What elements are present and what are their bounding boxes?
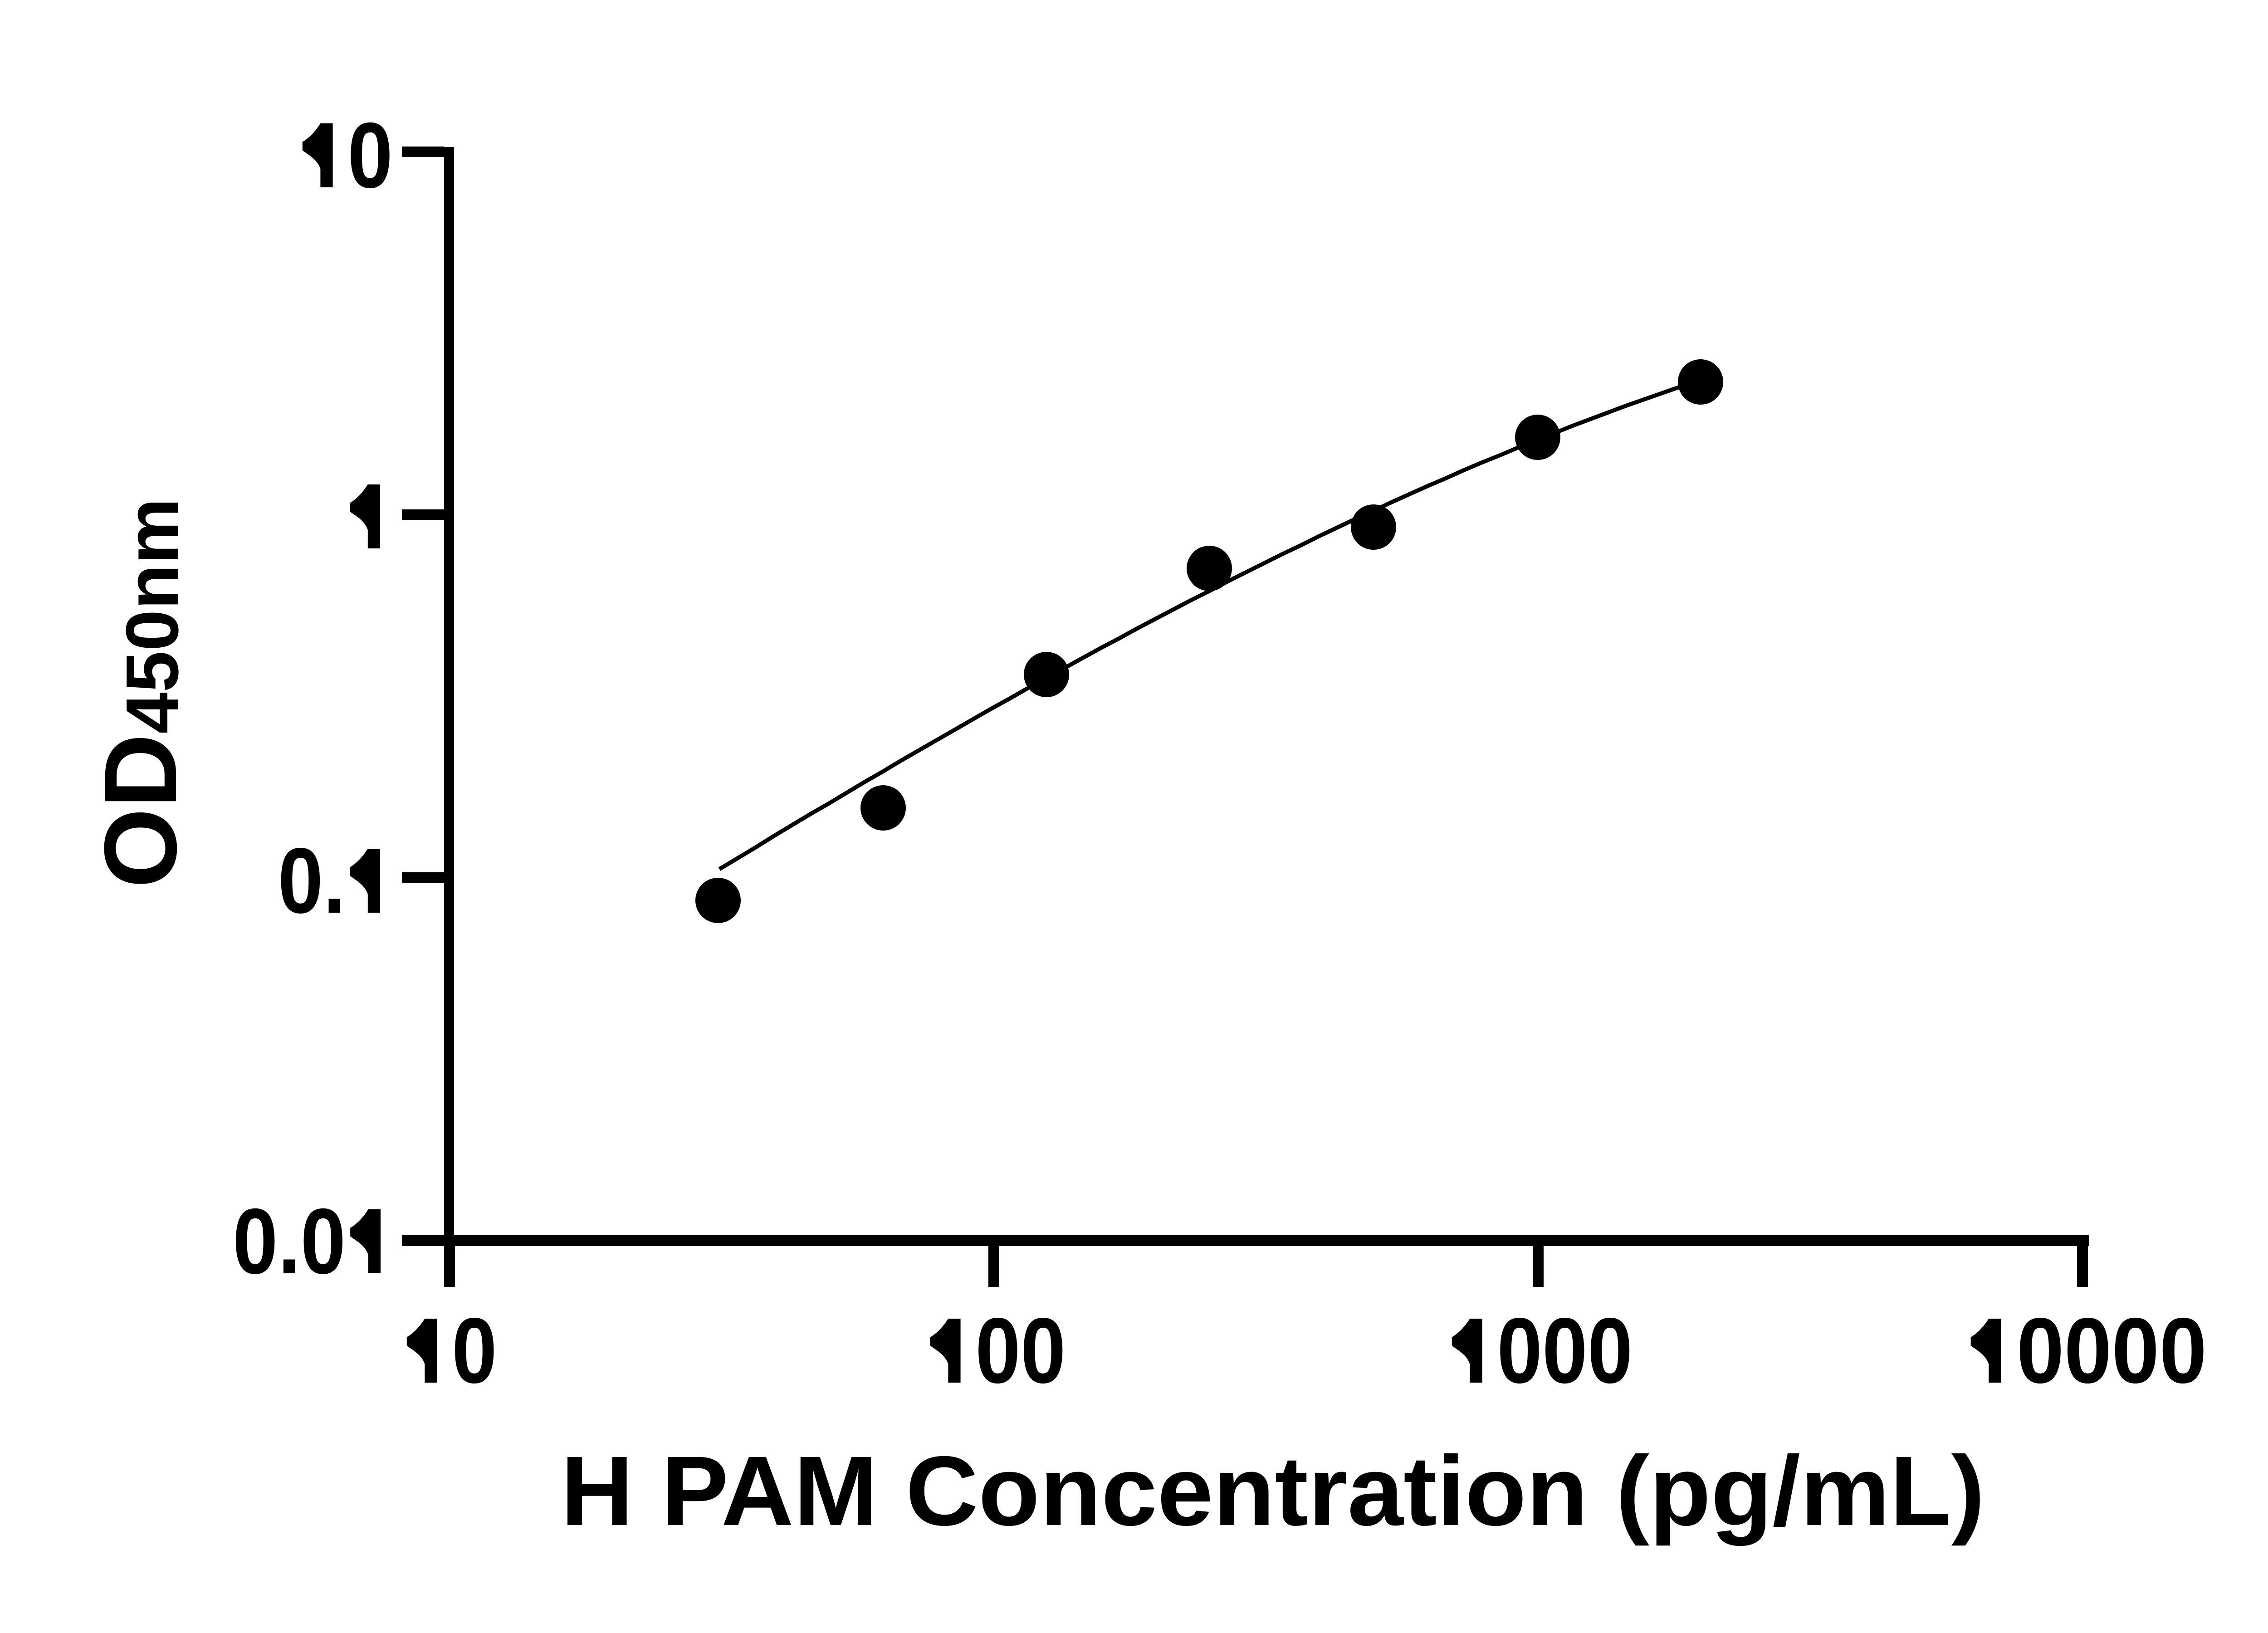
svg-text:H PAM Concentration (pg/mL): H PAM Concentration (pg/mL) xyxy=(561,1436,1985,1546)
